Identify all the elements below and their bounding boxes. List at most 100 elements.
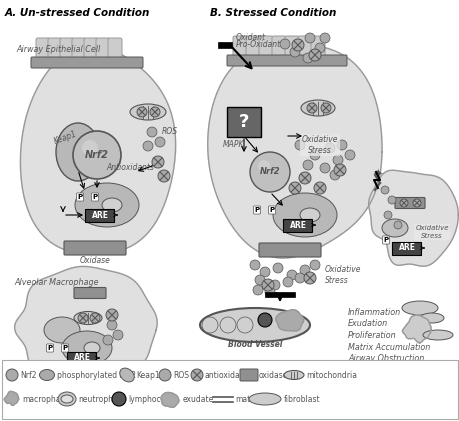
Circle shape xyxy=(294,140,304,150)
Circle shape xyxy=(143,141,153,151)
Circle shape xyxy=(313,182,325,194)
Polygon shape xyxy=(161,392,179,407)
Circle shape xyxy=(236,317,252,333)
FancyBboxPatch shape xyxy=(285,36,298,60)
Circle shape xyxy=(272,263,282,273)
Circle shape xyxy=(106,309,118,321)
Circle shape xyxy=(387,196,395,204)
Ellipse shape xyxy=(381,219,407,237)
Ellipse shape xyxy=(74,312,102,325)
Ellipse shape xyxy=(58,392,76,406)
Ellipse shape xyxy=(299,208,319,222)
Text: lymphocyte: lymphocyte xyxy=(128,394,173,403)
Text: Matrix Accumulation: Matrix Accumulation xyxy=(347,343,430,352)
Circle shape xyxy=(269,280,280,290)
Circle shape xyxy=(325,143,334,153)
Text: ARE: ARE xyxy=(73,354,90,362)
Circle shape xyxy=(73,131,121,179)
Ellipse shape xyxy=(300,100,334,116)
Ellipse shape xyxy=(401,301,437,315)
FancyBboxPatch shape xyxy=(310,36,325,60)
Circle shape xyxy=(308,49,320,61)
Polygon shape xyxy=(402,315,430,343)
Text: ✦: ✦ xyxy=(372,168,382,181)
Circle shape xyxy=(282,277,292,287)
Circle shape xyxy=(309,260,319,270)
Circle shape xyxy=(329,170,339,180)
Text: Airway Obstruction: Airway Obstruction xyxy=(347,354,424,363)
FancyBboxPatch shape xyxy=(246,36,259,60)
Circle shape xyxy=(344,150,354,160)
FancyBboxPatch shape xyxy=(226,107,260,137)
Circle shape xyxy=(291,39,303,51)
Ellipse shape xyxy=(200,308,309,342)
Polygon shape xyxy=(20,46,175,254)
Ellipse shape xyxy=(39,370,54,381)
FancyBboxPatch shape xyxy=(297,36,311,60)
Polygon shape xyxy=(207,45,381,258)
FancyBboxPatch shape xyxy=(218,42,231,48)
Text: ROS: ROS xyxy=(173,370,189,379)
Text: antioxidant: antioxidant xyxy=(205,370,248,379)
FancyBboxPatch shape xyxy=(74,288,106,298)
Circle shape xyxy=(151,156,164,168)
Text: Oxidative
Stress: Oxidative Stress xyxy=(414,226,448,239)
FancyBboxPatch shape xyxy=(36,38,50,62)
Text: Oxidative
Stress: Oxidative Stress xyxy=(301,135,337,155)
Text: oxidase: oxidase xyxy=(258,370,288,379)
FancyBboxPatch shape xyxy=(85,208,114,221)
Text: matrix: matrix xyxy=(235,394,260,403)
Polygon shape xyxy=(4,392,18,405)
Text: neutrophil: neutrophil xyxy=(78,394,117,403)
Circle shape xyxy=(306,103,316,113)
Circle shape xyxy=(299,265,309,275)
Text: P: P xyxy=(383,237,388,243)
Text: P: P xyxy=(269,207,274,213)
FancyBboxPatch shape xyxy=(258,243,320,257)
Circle shape xyxy=(257,313,271,327)
Ellipse shape xyxy=(61,395,73,403)
FancyBboxPatch shape xyxy=(84,38,98,62)
Circle shape xyxy=(78,313,88,323)
FancyBboxPatch shape xyxy=(258,36,272,60)
FancyBboxPatch shape xyxy=(392,242,420,255)
Circle shape xyxy=(412,199,420,207)
Text: Keap1: Keap1 xyxy=(136,370,159,379)
Circle shape xyxy=(304,33,314,43)
Ellipse shape xyxy=(75,183,139,227)
Circle shape xyxy=(264,287,274,297)
FancyBboxPatch shape xyxy=(31,57,143,68)
Circle shape xyxy=(202,317,218,333)
Ellipse shape xyxy=(62,331,112,365)
Circle shape xyxy=(380,186,388,194)
FancyBboxPatch shape xyxy=(64,241,126,255)
FancyBboxPatch shape xyxy=(283,218,312,232)
Circle shape xyxy=(112,392,126,406)
Circle shape xyxy=(157,170,170,182)
Circle shape xyxy=(302,53,312,63)
Circle shape xyxy=(147,127,157,137)
Circle shape xyxy=(259,267,269,277)
Ellipse shape xyxy=(84,342,100,354)
Text: Oxidant: Oxidant xyxy=(235,33,265,42)
Circle shape xyxy=(82,140,98,156)
Circle shape xyxy=(219,317,235,333)
Circle shape xyxy=(320,103,330,113)
Ellipse shape xyxy=(283,370,303,379)
Polygon shape xyxy=(368,170,457,266)
Circle shape xyxy=(333,164,345,176)
Circle shape xyxy=(107,320,117,330)
Circle shape xyxy=(303,272,315,284)
Text: ARE: ARE xyxy=(91,210,108,219)
Text: Keap1: Keap1 xyxy=(52,130,78,147)
Circle shape xyxy=(383,211,391,219)
Text: ?: ? xyxy=(238,113,249,131)
Ellipse shape xyxy=(102,198,122,212)
Circle shape xyxy=(150,107,160,117)
Text: Nrf2: Nrf2 xyxy=(259,168,280,176)
Text: ARE: ARE xyxy=(289,221,306,229)
Text: Oxidase: Oxidase xyxy=(79,256,110,265)
Circle shape xyxy=(286,270,297,280)
Circle shape xyxy=(302,160,312,170)
Circle shape xyxy=(90,313,100,323)
